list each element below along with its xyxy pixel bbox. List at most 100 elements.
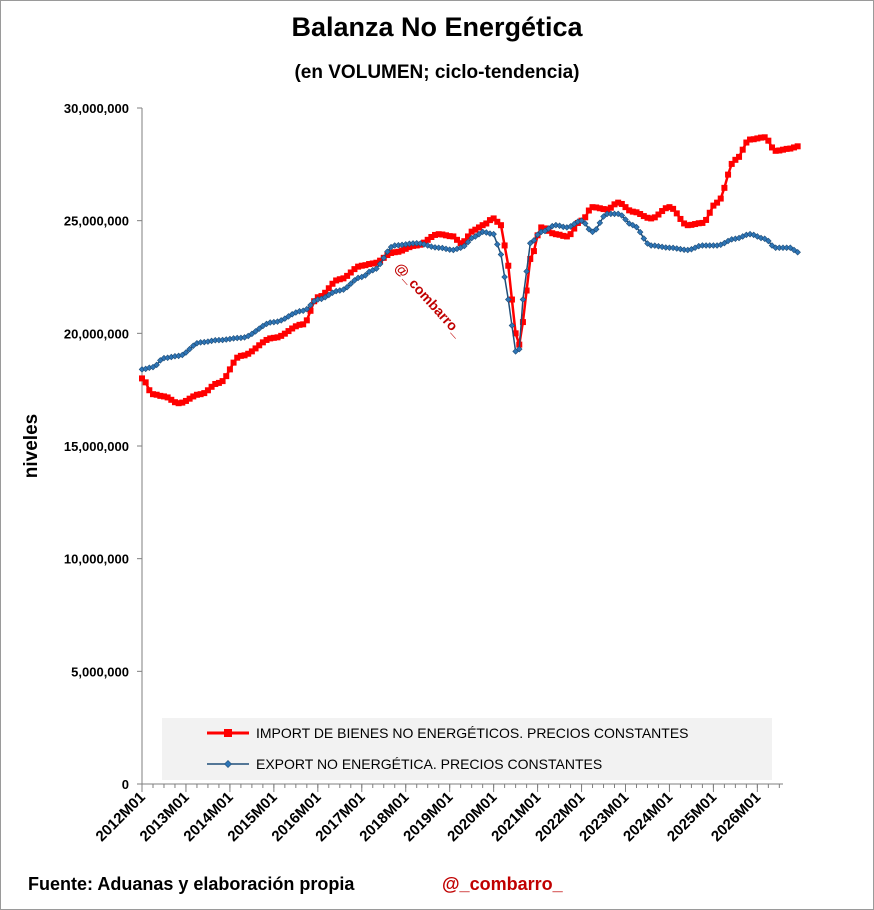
import-point	[776, 147, 783, 154]
export-point	[351, 277, 358, 284]
import-point	[432, 231, 439, 238]
import-point	[278, 332, 285, 339]
export-point	[248, 330, 256, 338]
import-point	[215, 379, 222, 386]
import-point	[223, 373, 230, 380]
export-point	[182, 349, 190, 356]
export-point	[508, 322, 516, 329]
export-point	[578, 217, 585, 224]
export-point	[255, 325, 263, 332]
export-point	[523, 268, 530, 275]
import-point	[446, 233, 453, 240]
export-point	[186, 345, 193, 353]
import-point	[270, 334, 277, 341]
import-point	[494, 218, 501, 225]
import-point	[692, 221, 699, 228]
import-point	[607, 204, 614, 211]
export-point	[680, 246, 688, 253]
import-point	[490, 215, 497, 222]
export-point	[772, 244, 779, 251]
legend-export-label: EXPORT NO ENERGÉTICA. PRECIOS CONSTANTES	[256, 756, 602, 772]
import-point	[640, 213, 647, 220]
series-line-import	[141, 136, 799, 405]
import-point	[629, 208, 636, 215]
legend-export-marker	[224, 760, 232, 768]
import-point	[281, 330, 288, 337]
import-point	[475, 224, 482, 231]
export-point	[527, 239, 534, 247]
import-point	[450, 233, 457, 240]
import-point	[399, 247, 406, 254]
import-point	[538, 224, 545, 231]
legend-import-marker	[224, 729, 232, 737]
import-point	[497, 222, 504, 229]
import-point	[322, 289, 329, 296]
import-point	[787, 145, 794, 152]
import-point	[197, 391, 204, 398]
export-point	[501, 273, 508, 281]
import-point	[684, 222, 691, 229]
export-point	[160, 354, 168, 362]
import-point	[523, 287, 530, 294]
export-point	[435, 244, 442, 251]
import-point	[739, 146, 746, 153]
y-tick-label: 25,000,000	[64, 214, 129, 229]
legend-box	[162, 718, 772, 780]
import-point	[695, 220, 702, 227]
import-point	[190, 393, 197, 400]
legend-import-label: IMPORT DE BIENES NO ENERGÉTICOS. PRECIOS…	[256, 725, 689, 741]
import-point	[512, 330, 519, 337]
export-point	[233, 334, 241, 342]
import-point	[662, 205, 669, 212]
import-point	[435, 231, 442, 238]
y-tick-label: 5,000,000	[71, 664, 129, 679]
import-point	[479, 222, 486, 229]
import-point	[794, 143, 801, 150]
import-point	[142, 379, 149, 386]
export-point	[197, 339, 204, 346]
export-point	[384, 248, 391, 255]
export-point	[706, 242, 713, 249]
import-point	[395, 248, 402, 255]
import-point	[457, 240, 464, 247]
import-point	[377, 257, 384, 264]
y-tick-label: 10,000,000	[64, 552, 129, 567]
import-point	[706, 209, 713, 216]
export-point	[666, 244, 673, 251]
import-point	[241, 352, 248, 359]
y-tick-label: 15,000,000	[64, 439, 129, 454]
export-point	[581, 220, 589, 227]
import-point	[245, 350, 252, 357]
export-point	[409, 240, 417, 247]
import-point	[186, 395, 193, 402]
import-point	[201, 390, 208, 397]
export-point	[600, 213, 607, 220]
import-point	[252, 345, 259, 352]
import-point	[486, 217, 493, 224]
import-point	[391, 249, 398, 256]
import-point	[168, 396, 175, 403]
import-point	[263, 336, 270, 343]
footer-source: Fuente: Aduanas y elaboración propia	[28, 874, 355, 894]
export-point	[343, 283, 351, 291]
import-point	[736, 153, 743, 160]
export-point	[307, 301, 314, 309]
import-point	[633, 209, 640, 216]
export-point	[497, 251, 505, 258]
import-point	[714, 199, 721, 206]
import-point	[307, 307, 314, 314]
import-point	[710, 202, 717, 209]
import-point	[754, 135, 761, 142]
import-point	[655, 211, 662, 218]
export-point	[783, 244, 790, 251]
export-point	[212, 337, 219, 344]
import-point	[556, 231, 563, 238]
export-point	[618, 212, 626, 219]
import-point	[153, 391, 160, 398]
export-point	[699, 242, 706, 249]
export-point	[490, 230, 497, 238]
export-point	[391, 242, 398, 249]
export-point	[765, 237, 772, 245]
import-point	[563, 233, 570, 240]
